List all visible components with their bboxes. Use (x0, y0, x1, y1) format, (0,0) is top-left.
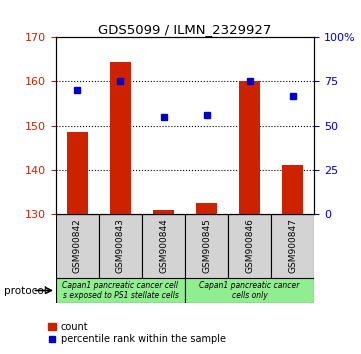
Bar (228, 214, 271, 278)
Bar (153, 210, 174, 214)
Bar (110, 62, 131, 214)
Text: Capan1 pancreatic cancer
cells only: Capan1 pancreatic cancer cells only (199, 281, 300, 300)
Bar (142, 214, 185, 278)
Text: GSM900845: GSM900845 (202, 218, 211, 274)
Bar (271, 214, 314, 278)
Bar (67, 132, 88, 214)
Bar (56, 278, 185, 303)
Bar (196, 203, 217, 214)
Title: GDS5099 / ILMN_2329927: GDS5099 / ILMN_2329927 (98, 23, 272, 36)
Text: protocol: protocol (4, 286, 46, 296)
Bar (185, 278, 314, 303)
Text: GSM900842: GSM900842 (73, 219, 82, 273)
Bar (99, 214, 142, 278)
Bar (56, 214, 99, 278)
Text: Capan1 pancreatic cancer cell
s exposed to PS1 stellate cells: Capan1 pancreatic cancer cell s exposed … (62, 281, 178, 300)
Text: GSM900844: GSM900844 (159, 219, 168, 273)
Bar (239, 81, 260, 214)
Text: GSM900843: GSM900843 (116, 218, 125, 274)
Legend: count, percentile rank within the sample: count, percentile rank within the sample (48, 322, 226, 344)
Bar (282, 165, 303, 214)
Text: GSM900847: GSM900847 (288, 218, 297, 274)
Text: GSM900846: GSM900846 (245, 218, 254, 274)
Bar (185, 214, 228, 278)
